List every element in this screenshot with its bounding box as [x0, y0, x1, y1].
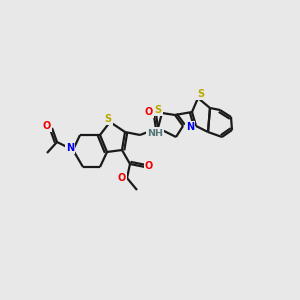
- Text: N: N: [186, 122, 194, 132]
- Text: O: O: [145, 107, 153, 117]
- Text: S: S: [154, 105, 162, 115]
- Text: O: O: [43, 121, 51, 131]
- Text: O: O: [145, 161, 153, 171]
- Text: S: S: [104, 114, 112, 124]
- Text: NH: NH: [147, 128, 163, 137]
- Text: S: S: [197, 89, 205, 99]
- Text: N: N: [66, 143, 74, 153]
- Text: O: O: [118, 173, 126, 183]
